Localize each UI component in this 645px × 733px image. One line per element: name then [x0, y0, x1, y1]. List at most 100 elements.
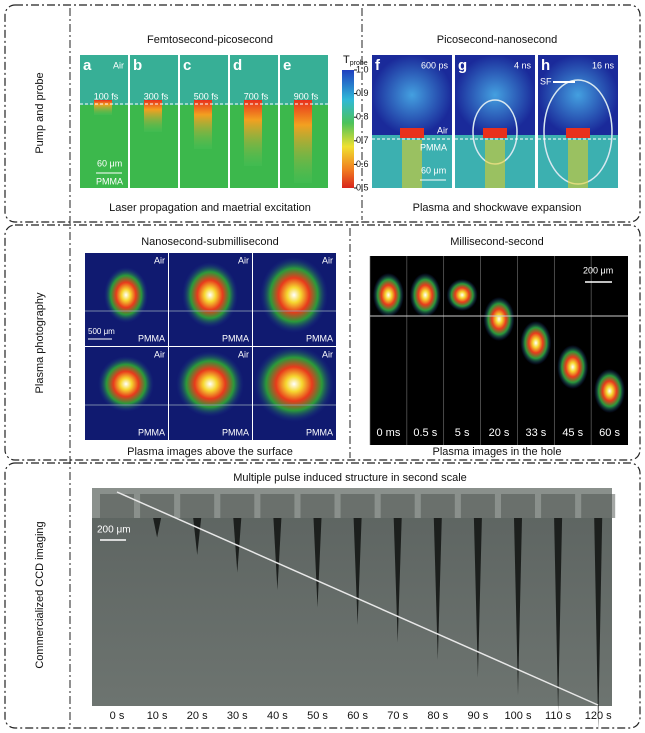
crater	[420, 494, 455, 518]
plasma	[409, 273, 441, 317]
needle	[313, 518, 322, 608]
time-label: 0 ms	[377, 427, 401, 439]
plasma	[483, 128, 507, 138]
crater	[340, 494, 375, 518]
excitation	[294, 100, 312, 183]
time-label: 300 fs	[144, 91, 169, 101]
image-region	[230, 55, 278, 105]
time-label: 5 s	[455, 427, 470, 439]
image-region	[180, 55, 228, 105]
time-label: 120 s	[585, 710, 612, 722]
crater	[541, 494, 576, 518]
plasma	[520, 321, 552, 365]
time-label: 45 s	[562, 427, 583, 439]
diagonal-guide	[116, 491, 599, 706]
time-label: 0.5 s	[413, 427, 437, 439]
needle	[353, 518, 362, 625]
scale-label: 500 μm	[88, 327, 115, 336]
plasma	[372, 273, 404, 317]
crater	[501, 494, 535, 518]
time-label: 10 s	[147, 710, 168, 722]
excitation	[402, 140, 422, 188]
plasma	[557, 345, 589, 389]
plasma	[446, 279, 478, 311]
panel-letter: a	[83, 57, 92, 74]
needle	[473, 518, 482, 678]
panel-letter: g	[458, 57, 467, 74]
row-label: Plasma photography	[34, 292, 46, 393]
colorbar-label: Tprobe	[343, 54, 368, 67]
air-label: Air	[238, 255, 249, 265]
image-region	[280, 55, 328, 105]
crater	[581, 494, 616, 518]
colorbar-tick-label: 0.9	[356, 88, 369, 98]
image-panel	[370, 256, 628, 445]
section-caption: Plasma and shockwave expansion	[413, 202, 582, 214]
time-label: 60 s	[347, 710, 368, 722]
time-label: 40 s	[267, 710, 288, 722]
section-title: Multiple pulse induced structure in seco…	[233, 472, 467, 484]
panel-letter: h	[541, 57, 550, 74]
time-label: 0 s	[110, 710, 125, 722]
panel-letter: f	[375, 57, 381, 74]
plasma	[182, 262, 238, 328]
image-region	[130, 55, 178, 105]
needle	[433, 518, 442, 660]
time-label: 900 fs	[294, 91, 319, 101]
excitation	[485, 140, 505, 188]
scale-label: 200 μm	[97, 525, 131, 536]
air-label: Air	[322, 349, 333, 359]
time-label: 90 s	[468, 710, 489, 722]
section-title: Millisecond-second	[450, 236, 544, 248]
time-label: 110 s	[545, 710, 572, 722]
excitation	[94, 100, 112, 115]
time-label: 700 fs	[244, 91, 269, 101]
time-label: 30 s	[227, 710, 248, 722]
crater	[380, 494, 415, 518]
colorbar-tick-label: 0.8	[356, 112, 369, 122]
time-label: 33 s	[525, 427, 546, 439]
crater	[300, 494, 335, 518]
image-region	[80, 55, 128, 105]
needle	[514, 518, 522, 695]
plasma	[176, 351, 244, 417]
panel-letter: b	[133, 57, 142, 74]
pmma-label: PMMA	[420, 142, 447, 152]
crater	[180, 494, 215, 518]
image-region	[372, 55, 452, 135]
section-caption: Plasma images in the hole	[432, 446, 561, 458]
pmma-label: PMMA	[306, 333, 333, 343]
excitation	[244, 100, 262, 166]
section-caption: Laser propagation and maetrial excitatio…	[109, 202, 311, 214]
pmma-label: PMMA	[138, 427, 165, 437]
colorbar	[342, 70, 354, 188]
plasma	[254, 346, 334, 422]
time-label: 20 s	[187, 710, 208, 722]
air-label: Air	[437, 125, 448, 135]
row-label: Commercialized CCD imaging	[34, 521, 46, 668]
image-region	[538, 55, 618, 135]
time-label: 600 ps	[421, 60, 449, 70]
plasma	[98, 356, 154, 412]
pmma-label: PMMA	[138, 333, 165, 343]
crater	[460, 494, 495, 518]
sf-label: SF	[540, 76, 552, 86]
time-label: 60 s	[599, 427, 620, 439]
time-label: 16 ns	[592, 60, 615, 70]
ccd-image	[92, 488, 612, 706]
plasma	[483, 297, 515, 341]
air-label: Air	[113, 60, 124, 70]
section-title: Femtosecond-picosecond	[147, 34, 273, 46]
excitation	[194, 100, 212, 149]
colorbar-tick-label: 0.5	[356, 182, 369, 192]
colorbar-tick-label: 0.7	[356, 135, 369, 145]
pmma-label: PMMA	[222, 333, 249, 343]
row-frame	[4, 224, 641, 461]
air-label: Air	[154, 255, 165, 265]
pmma-label: PMMA	[306, 427, 333, 437]
plasma	[594, 369, 626, 413]
colorbar-tick-label: 1.0	[356, 64, 369, 74]
crater	[260, 494, 295, 518]
scale-label: 60 μm	[421, 165, 446, 175]
